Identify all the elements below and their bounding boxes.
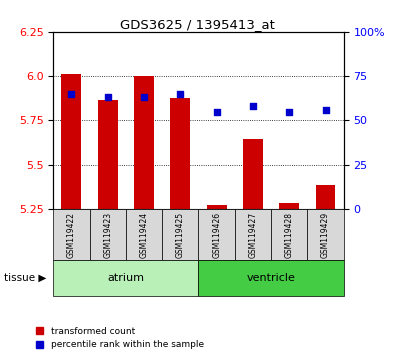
Text: ventricle: ventricle	[246, 273, 295, 283]
Point	[250, 103, 256, 109]
Bar	[134, 76, 154, 209]
Point	[177, 91, 184, 97]
Legend: transformed count, percentile rank within the sample: transformed count, percentile rank withi…	[36, 327, 204, 349]
Text: GSM119425: GSM119425	[176, 211, 185, 258]
Point	[286, 109, 292, 114]
Text: GSM119427: GSM119427	[248, 211, 258, 258]
Bar	[243, 139, 263, 209]
Text: GSM119426: GSM119426	[212, 211, 221, 258]
Text: GSM119423: GSM119423	[103, 211, 112, 258]
Text: GSM119422: GSM119422	[67, 212, 76, 257]
Text: GDS3625 / 1395413_at: GDS3625 / 1395413_at	[120, 18, 275, 31]
Text: GSM119424: GSM119424	[139, 211, 149, 258]
Bar	[207, 205, 227, 209]
Text: tissue ▶: tissue ▶	[4, 273, 46, 283]
Point	[141, 95, 147, 100]
Point	[322, 107, 329, 113]
Point	[68, 91, 75, 97]
Point	[105, 95, 111, 100]
Bar	[316, 185, 335, 209]
Point	[213, 109, 220, 114]
Text: GSM119428: GSM119428	[285, 212, 294, 257]
Bar	[98, 100, 118, 209]
Bar	[279, 202, 299, 209]
Text: GSM119429: GSM119429	[321, 211, 330, 258]
Bar	[62, 74, 81, 209]
Text: atrium: atrium	[107, 273, 145, 283]
Bar	[170, 98, 190, 209]
